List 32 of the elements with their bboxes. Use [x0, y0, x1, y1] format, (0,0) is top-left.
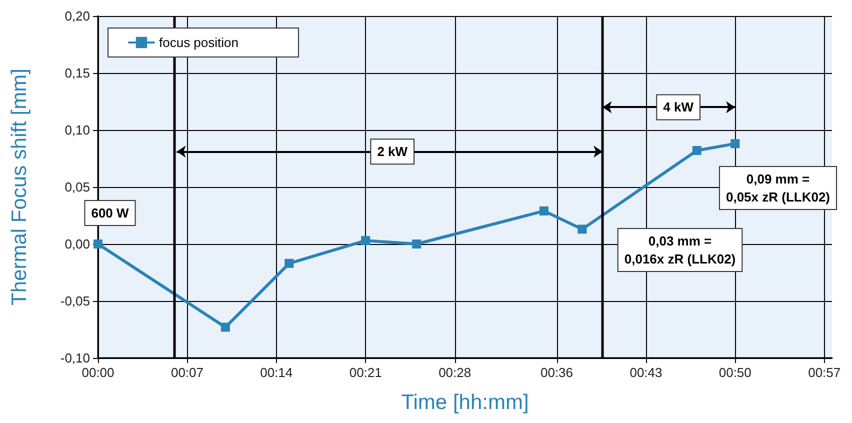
- point: [730, 139, 740, 148]
- annotation: 0,03 mm = 0,016x zR (LLK02): [624, 234, 736, 266]
- y-tick-label: -0,05: [60, 294, 90, 308]
- annotation: 4 kW: [663, 100, 694, 115]
- point: [578, 224, 587, 234]
- point: [284, 258, 294, 268]
- y-tick-label: 0,05: [64, 180, 90, 194]
- y-tick-label: 0,00: [64, 236, 90, 252]
- point: [412, 240, 422, 248]
- x-tick-label: 00:57: [808, 365, 841, 380]
- annotation: 2 kW: [377, 144, 408, 160]
- x-tick-label: 00:50: [718, 365, 752, 380]
- x-tick-label: 00:21: [349, 365, 382, 380]
- x-axis-title: Time [hh:mm]: [401, 391, 529, 414]
- point: [361, 236, 370, 246]
- point: [692, 146, 702, 156]
- legend-label: focus position: [159, 35, 238, 50]
- x-tick-label: 00:14: [260, 365, 293, 380]
- y-tick-label: -0,10: [60, 350, 90, 366]
- annotation: 600 W: [91, 206, 130, 220]
- annotation: 0,09 mm = 0,05x zR (LLK02): [726, 172, 830, 204]
- y-axis-title: Thermal Focus shift [mm]: [8, 68, 31, 306]
- point: [539, 206, 548, 216]
- x-tick-label: 00:36: [540, 365, 574, 380]
- y-tick-label: 0,10: [64, 122, 90, 138]
- x-tick-label: 00:07: [170, 365, 204, 380]
- x-tick-label: 00:43: [630, 365, 662, 380]
- x-tick-label: 00:00: [82, 365, 114, 380]
- x-tick-label: 00:28: [438, 365, 472, 380]
- y-tick-label: 0,15: [64, 66, 90, 80]
- point: [220, 322, 230, 332]
- y-tick-label: 0,20: [64, 8, 90, 24]
